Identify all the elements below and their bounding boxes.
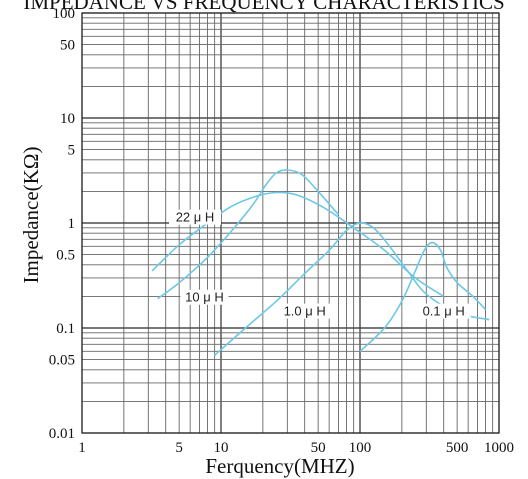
series-label-bg <box>416 303 471 319</box>
y-tick-label: 5 <box>68 143 76 159</box>
x-tick-label: 500 <box>446 440 469 456</box>
series-label: 10 μ H <box>185 290 224 305</box>
series-labels: 22 μ H 10 μ H 1.0 μ H 0.1 μ H <box>168 209 471 319</box>
x-axis-label: Ferquency(MHZ) <box>205 454 354 478</box>
y-tick-label: 1 <box>68 216 76 232</box>
series-line-0 <box>151 191 445 298</box>
series-label: 22 μ H <box>176 210 215 225</box>
series-label-bg <box>168 209 221 225</box>
plot-frame <box>81 12 500 434</box>
series-line-2 <box>214 222 490 356</box>
series-label-bg <box>277 303 332 319</box>
y-tick-label: 50 <box>60 38 75 54</box>
x-tick-label: 1 <box>78 440 86 456</box>
chart-title: IMPEDANCE VS FREQUENCY CHARACTERISTICS <box>23 0 504 14</box>
y-tick-label: 10 <box>60 111 75 127</box>
x-tick-labels: 1 5 10 50 100 500 1000 <box>78 440 514 456</box>
y-tick-labels: 0.01 0.05 0.1 0.5 1 5 10 50 100 <box>49 6 75 442</box>
y-tick-label: 0.5 <box>56 248 75 264</box>
x-tick-label: 5 <box>175 440 183 456</box>
series-line-3 <box>359 241 487 352</box>
series-label: 1.0 μ H <box>284 304 326 319</box>
y-tick-label: 100 <box>53 6 76 22</box>
x-tick-label: 50 <box>311 440 326 456</box>
grid <box>81 12 500 434</box>
y-tick-label: 0.05 <box>49 353 75 369</box>
x-tick-label: 100 <box>349 440 372 456</box>
series-line-1 <box>157 169 340 300</box>
y-axis-label: Impedance(KΩ) <box>19 147 43 284</box>
series-label: 0.1 μ H <box>423 304 465 319</box>
series-label-bg <box>180 289 229 305</box>
y-tick-label: 0.01 <box>49 426 75 442</box>
series-lines <box>151 169 490 356</box>
x-tick-label: 1000 <box>484 440 514 456</box>
y-tick-label: 0.1 <box>56 321 75 337</box>
x-tick-label: 10 <box>214 440 229 456</box>
